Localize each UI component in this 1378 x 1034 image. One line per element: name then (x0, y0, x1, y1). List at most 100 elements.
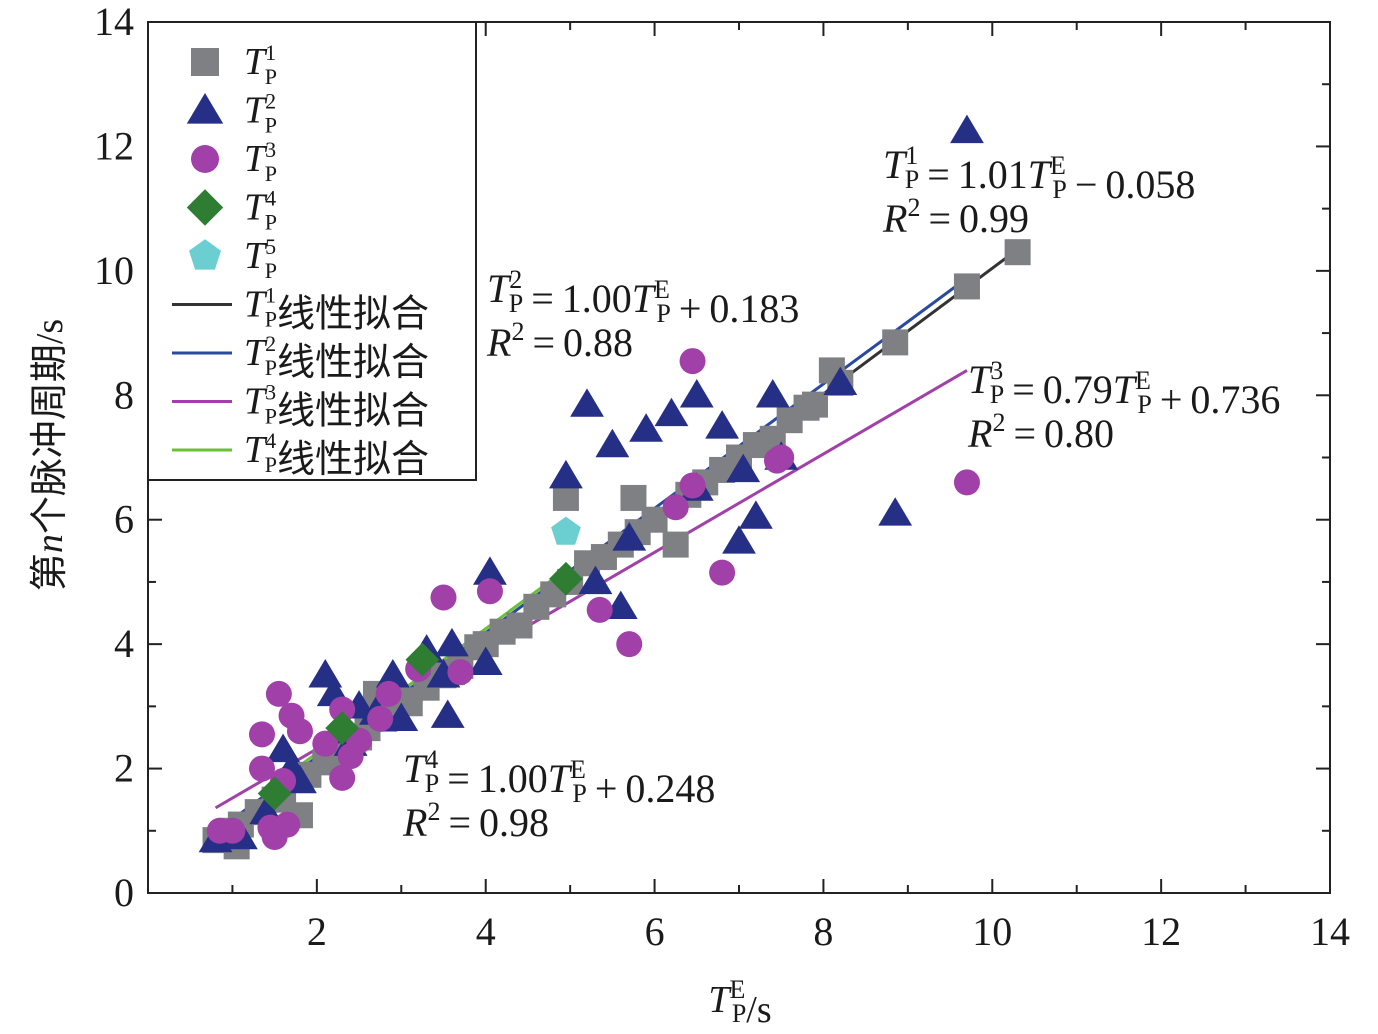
data-point-triangle (722, 525, 756, 554)
data-point-circle (248, 755, 275, 782)
data-point-triangle (878, 497, 913, 526)
data-point-circle (679, 348, 706, 375)
data-point-square (620, 484, 647, 511)
data-point-diamond (549, 561, 583, 596)
data-point-circle (768, 444, 795, 471)
series-4 (257, 561, 583, 811)
y-tick-label: 14 (94, 0, 134, 44)
legend-marker-pentagon (189, 239, 221, 270)
r-squared-3: R2 = 0.80 (967, 408, 1114, 456)
x-tick-label: 10 (972, 909, 1012, 954)
fit-equation-3: T3 P = 0.79TE P + 0.736 (968, 356, 1280, 422)
data-point-circle (248, 721, 275, 748)
legend-label: T1 P (244, 40, 277, 89)
data-point-triangle (755, 379, 790, 408)
x-tick-label: 8 (813, 909, 833, 954)
fit-equation-2: T2 P = 1.00TE P + 0.183 (487, 265, 799, 331)
data-point-circle (286, 718, 313, 745)
y-axis-title: 第n个脉冲周期/s (29, 319, 71, 591)
data-point-circle (616, 631, 643, 658)
data-point-circle (329, 696, 356, 723)
data-point-triangle (430, 699, 465, 728)
data-point-circle (274, 811, 301, 838)
x-axis-title: TE P/s (708, 975, 771, 1031)
data-point-triangle (726, 453, 761, 483)
legend-label: T2 P (244, 89, 277, 138)
data-point-triangle (654, 397, 689, 427)
y-tick-label: 10 (94, 248, 134, 293)
y-tick-label: 12 (94, 123, 134, 168)
legend-label: T4 P线性拟合 (244, 428, 429, 481)
data-point-triangle (384, 702, 419, 731)
x-tick-label: 6 (645, 909, 665, 954)
data-point-triangle (823, 366, 858, 396)
x-tick-label: 4 (476, 909, 496, 954)
data-point-triangle (612, 522, 647, 551)
legend-label: T1 P线性拟合 (244, 283, 429, 336)
data-point-square (882, 329, 909, 356)
data-point-circle (586, 596, 613, 623)
data-point-pentagon (551, 516, 581, 545)
data-point-circle (312, 730, 339, 757)
data-point-circle (265, 680, 292, 707)
data-point-triangle (468, 646, 503, 675)
data-point-circle (709, 559, 736, 586)
r-squared-4: R2 = 0.98 (402, 797, 549, 845)
fit-equation-4: T4 P = 1.00TE P + 0.248 (403, 745, 715, 811)
data-point-square (662, 531, 689, 558)
y-tick-label: 4 (114, 621, 134, 666)
data-point-triangle (473, 556, 507, 585)
data-point-circle (430, 584, 457, 611)
data-point-triangle (705, 410, 740, 439)
fit-equation-1: T1 P = 1.01TE P − 0.058 (883, 141, 1195, 207)
data-point-triangle (578, 565, 613, 595)
data-point-triangle (435, 627, 469, 657)
data-point-square (552, 484, 579, 511)
data-point-square (641, 506, 668, 533)
data-point-diamond (405, 642, 440, 677)
data-point-circle (476, 578, 503, 605)
legend-marker-circle (191, 145, 219, 173)
data-point-square (1004, 239, 1031, 266)
x-tick-label: 14 (1310, 909, 1350, 954)
data-point-triangle (308, 659, 343, 688)
data-point-circle (679, 472, 706, 499)
r-squared-2: R2 = 0.88 (486, 317, 633, 365)
y-tick-label: 2 (114, 746, 134, 791)
data-point-triangle (570, 388, 604, 417)
data-point-triangle (595, 428, 630, 458)
data-point-circle (953, 469, 980, 496)
data-point-circle (329, 764, 356, 791)
legend-marker-triangle (186, 93, 224, 124)
legend-marker-diamond (186, 189, 224, 226)
data-point-diamond (325, 711, 360, 746)
x-tick-label: 2 (307, 909, 327, 954)
data-point-triangle (679, 379, 714, 408)
y-tick-label: 8 (114, 372, 134, 417)
data-point-circle (367, 705, 394, 732)
legend-marker-square (191, 48, 219, 76)
data-point-circle (447, 659, 474, 686)
legend-label: T5 P (244, 234, 277, 283)
data-point-triangle (549, 459, 583, 489)
data-point-triangle (738, 500, 773, 529)
legend-label: T3 P线性拟合 (244, 380, 429, 433)
data-point-circle (662, 494, 689, 521)
legend-label: T4 P (244, 186, 277, 235)
data-point-diamond (257, 776, 292, 811)
data-point-triangle (629, 413, 664, 442)
x-tick-label: 12 (1141, 909, 1181, 954)
series-5 (551, 516, 581, 545)
y-tick-label: 0 (114, 870, 134, 915)
data-point-triangle (950, 114, 984, 144)
data-point-circle (375, 680, 402, 707)
data-point-square (953, 273, 980, 300)
r-squared-1: R2 = 0.99 (882, 193, 1029, 241)
data-point-square (801, 391, 828, 418)
data-point-circle (219, 817, 246, 844)
legend-label: T3 P (244, 137, 277, 186)
legend-label: T2 P线性拟合 (244, 331, 429, 384)
y-tick-label: 6 (114, 497, 134, 542)
